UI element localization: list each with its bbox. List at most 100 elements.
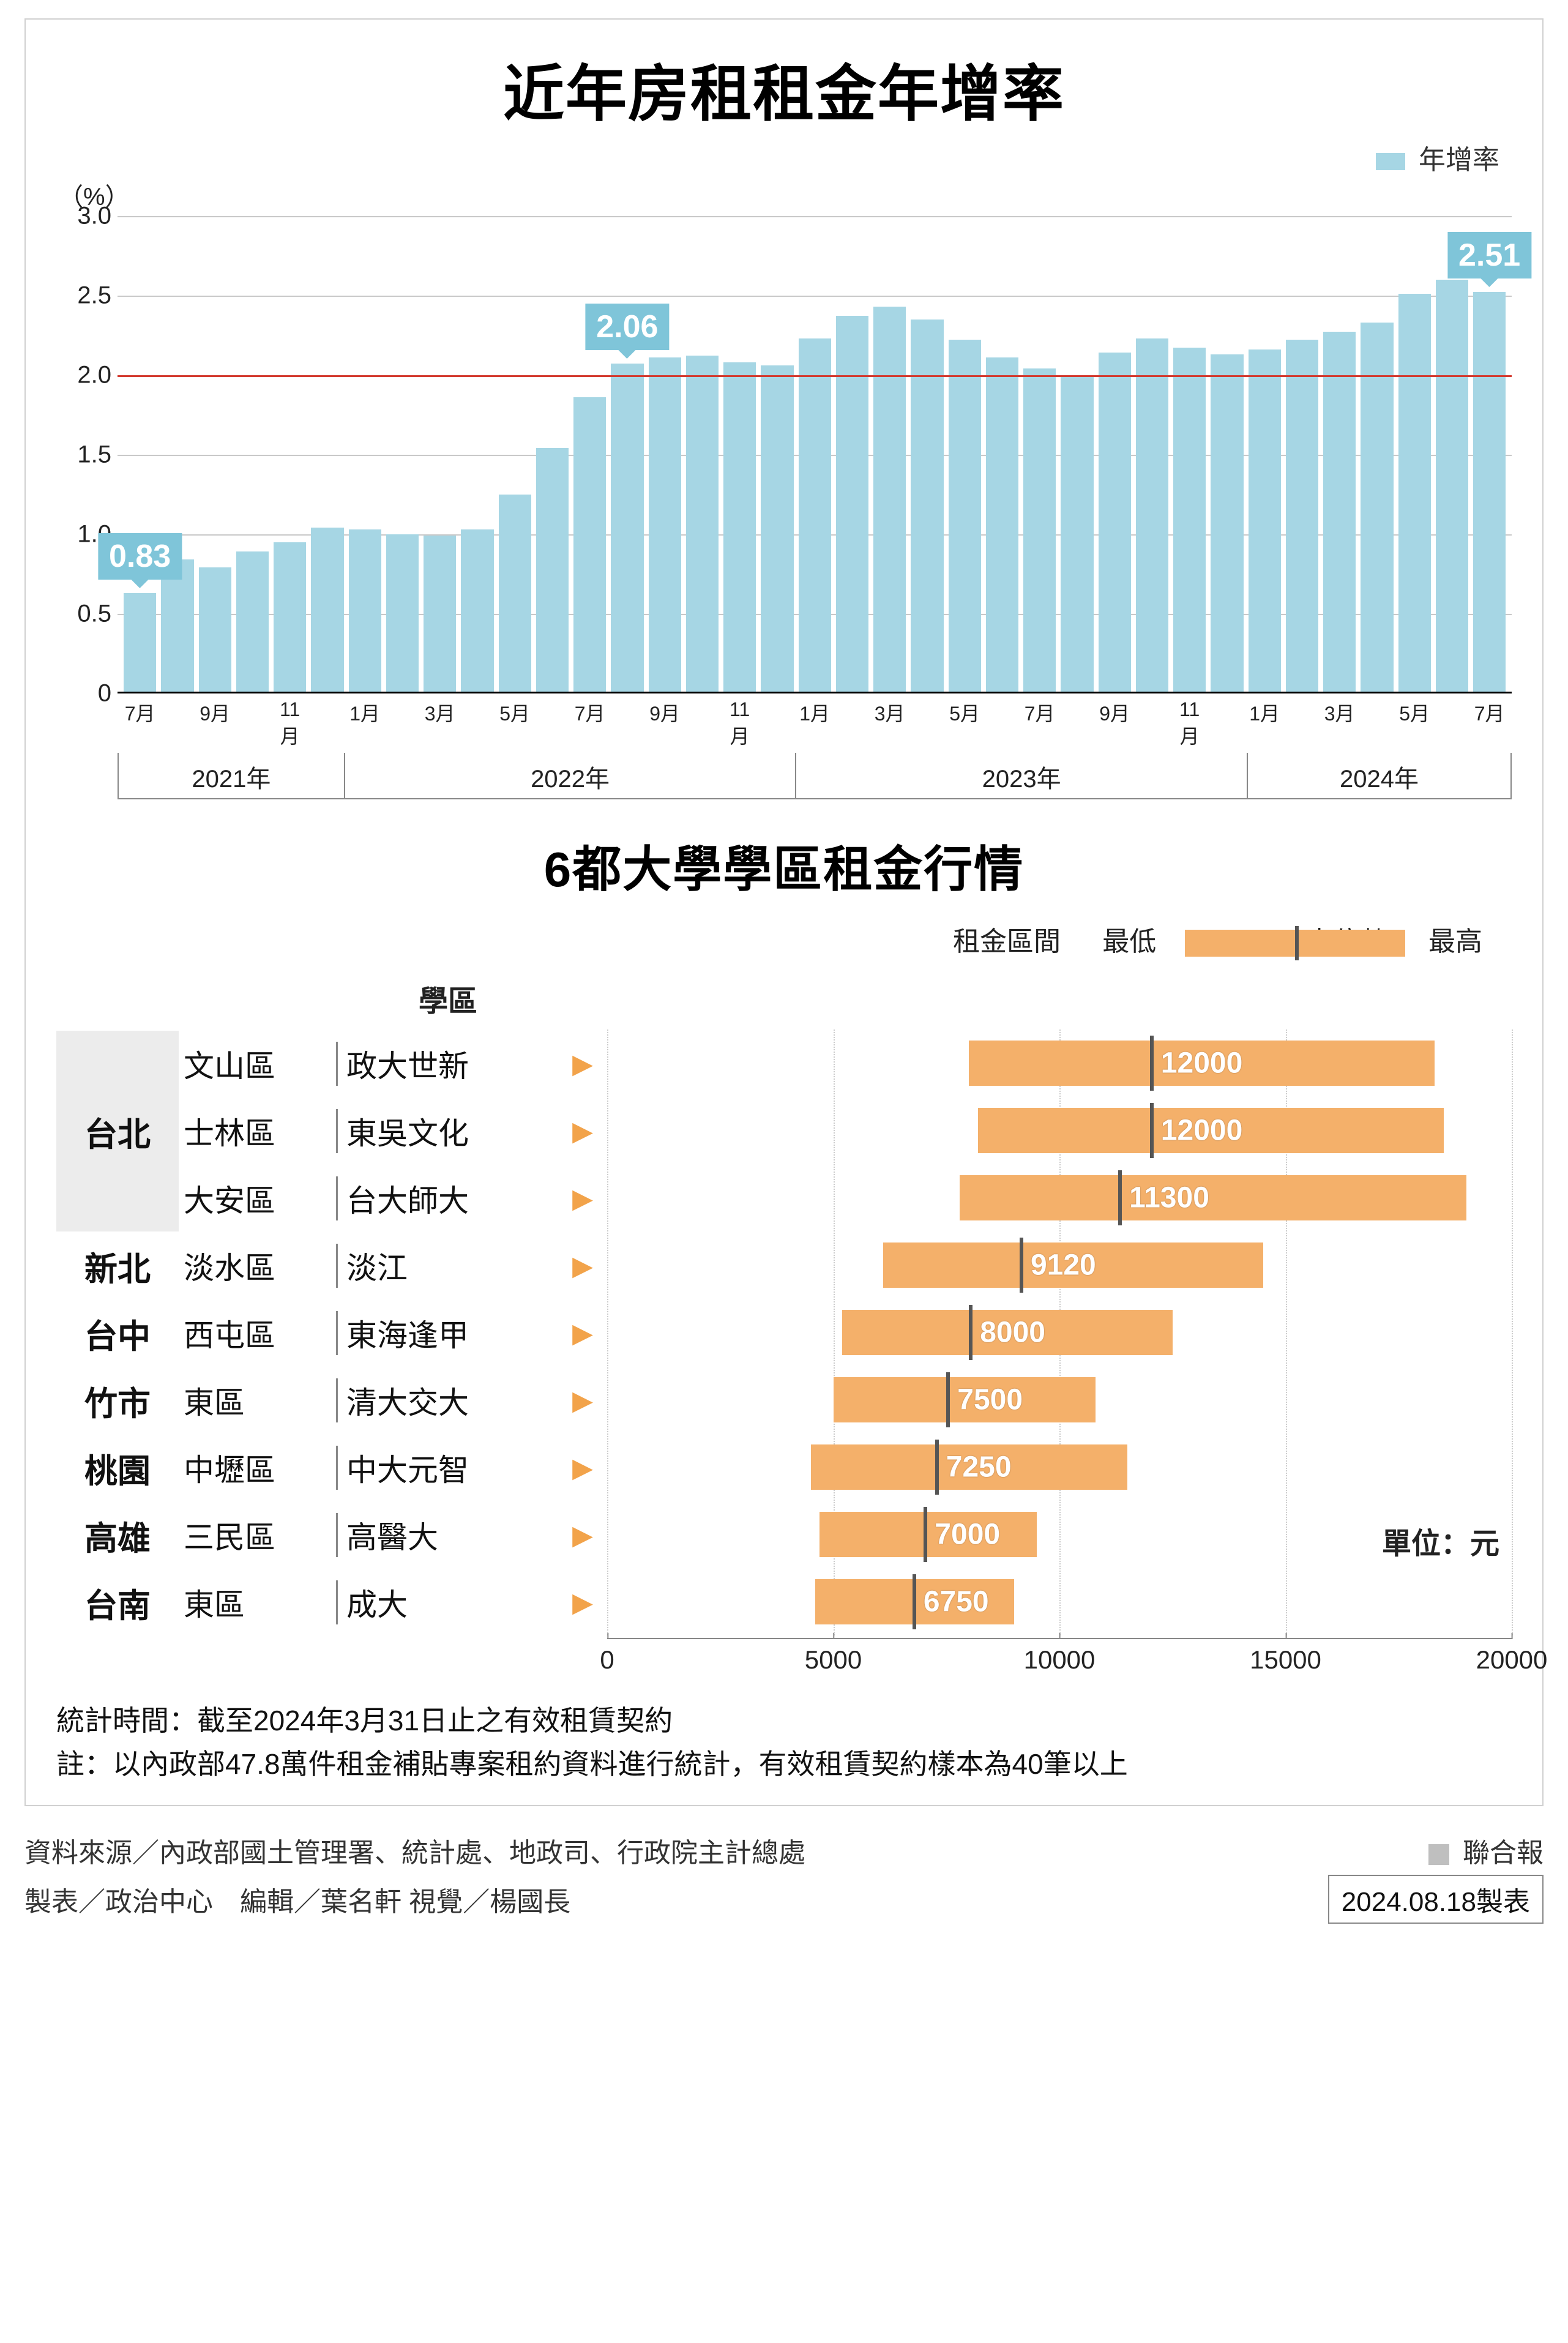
month-tick: 7月: [1021, 693, 1058, 749]
month-tick: 11月: [1171, 693, 1208, 749]
month-tick: [1283, 693, 1321, 749]
school-cell: 政大世新: [338, 1030, 558, 1097]
y-tick: 0: [56, 680, 111, 708]
bar: [1211, 354, 1243, 692]
year-segment: 2024年: [1247, 753, 1512, 799]
x-tick: 15000: [1250, 1639, 1321, 1675]
arrow-icon: ▶: [558, 1231, 607, 1299]
month-tick: [834, 693, 871, 749]
bar: [236, 551, 269, 692]
range-chart-legend: 租金區間 最低 中位數 最高: [56, 919, 1512, 958]
bar: [1173, 348, 1206, 692]
month-tick: 9月: [1096, 693, 1133, 749]
x-tick: 5000: [805, 1639, 862, 1675]
legend-swatch: [1376, 153, 1405, 170]
y-tick: 3.0: [56, 203, 111, 230]
month-tick: [1133, 693, 1171, 749]
arrow-icon: ▶: [558, 1164, 607, 1231]
month-tick: [758, 693, 796, 749]
main-panel: 近年房租租金年增率 年增率 （%） 00.51.01.52.02.53.00.8…: [24, 18, 1544, 1806]
bar: [649, 357, 681, 692]
median-mark: [913, 1574, 916, 1629]
month-tick: 9月: [196, 693, 234, 749]
median-label: 6750: [924, 1585, 989, 1619]
month-tick: [384, 693, 421, 749]
bar: [199, 567, 231, 692]
month-tick: [684, 693, 721, 749]
district-cell: 大安區: [179, 1164, 338, 1231]
arrow-icon: ▶: [558, 1366, 607, 1433]
median-label: 7250: [946, 1451, 1012, 1484]
bar: [1099, 353, 1131, 692]
range-row: 8000: [607, 1299, 1512, 1366]
month-tick: 1月: [1246, 693, 1283, 749]
median-label: 12000: [1161, 1114, 1242, 1148]
city-cell: 高雄: [56, 1501, 179, 1568]
bar-chart: 00.51.01.52.02.53.00.832.062.51 7月9月11月1…: [56, 216, 1512, 799]
year-segment: 2023年: [795, 753, 1247, 799]
arrow-icon: ▶: [558, 1501, 607, 1568]
arrow-icon: ▶: [558, 1568, 607, 1635]
month-tick: [234, 693, 271, 749]
range-bar: [819, 1512, 1037, 1557]
month-tick: 1月: [796, 693, 834, 749]
x-tick: 20000: [1476, 1639, 1548, 1675]
bar: [349, 529, 381, 692]
month-tick: 7月: [121, 693, 159, 749]
year-segment: 2021年: [118, 753, 344, 799]
bar: [424, 536, 456, 692]
bar: [1286, 340, 1318, 692]
bar: [873, 307, 906, 692]
district-cell: 中壢區: [179, 1433, 338, 1501]
range-row: 6750: [607, 1568, 1512, 1635]
month-tick: [308, 693, 346, 749]
bar: [573, 397, 606, 692]
city-cell: 竹市: [56, 1366, 179, 1433]
month-tick: [608, 693, 646, 749]
bar: [1061, 375, 1093, 692]
month-tick: [908, 693, 946, 749]
bar: [386, 534, 419, 692]
median-label: 9120: [1031, 1249, 1096, 1282]
bar-callout: 0.83: [98, 533, 182, 580]
range-plot: 120001200011300912080007500725070006750 …: [607, 1030, 1512, 1681]
y-tick: 1.5: [56, 441, 111, 469]
arrow-icon: ▶: [558, 1299, 607, 1366]
bar: 2.06: [611, 364, 643, 692]
bar: [1136, 338, 1168, 692]
school-cell: 東吳文化: [338, 1097, 558, 1164]
median-mark: [946, 1372, 950, 1427]
range-chart-title: 6都大學學區租金行情: [56, 830, 1512, 901]
y-tick: 2.0: [56, 362, 111, 389]
arrow-column: ▶▶▶▶▶▶▶▶▶: [558, 1030, 607, 1681]
bar: [1436, 280, 1468, 692]
bar: [761, 365, 793, 692]
median-label: 8000: [980, 1316, 1045, 1350]
city-column: 台北新北台中竹市桃園高雄台南: [56, 1030, 179, 1681]
district-cell: 文山區: [179, 1030, 338, 1097]
reference-line: [118, 375, 1512, 377]
bar: 2.51: [1473, 292, 1506, 692]
year-segment: 2022年: [344, 753, 796, 799]
range-row: 7500: [607, 1366, 1512, 1433]
month-tick: 7月: [571, 693, 608, 749]
school-column: 政大世新東吳文化台大師大淡江東海逢甲清大交大中大元智高醫大成大: [338, 1030, 558, 1681]
district-cell: 東區: [179, 1568, 338, 1635]
arrow-icon: ▶: [558, 1097, 607, 1164]
median-mark: [1150, 1036, 1154, 1091]
month-tick: 3月: [871, 693, 908, 749]
note-line-2: 註：以內政部47.8萬件租金補貼專案租約資料進行統計，有效租賃契約樣本為40筆以…: [56, 1743, 1512, 1786]
range-bar: [960, 1175, 1466, 1220]
legend-bar-sample: [1185, 930, 1405, 957]
district-cell: 西屯區: [179, 1299, 338, 1366]
month-tick: 3月: [421, 693, 458, 749]
school-cell: 成大: [338, 1568, 558, 1635]
month-tick: [1208, 693, 1245, 749]
month-tick: [534, 693, 571, 749]
month-tick: 3月: [1321, 693, 1358, 749]
year-axis: 2021年2022年2023年2024年: [118, 753, 1512, 799]
y-axis-unit: （%）: [59, 177, 1512, 212]
month-tick: [458, 693, 496, 749]
brand-square-icon: [1428, 1844, 1449, 1865]
median-mark: [924, 1507, 927, 1562]
